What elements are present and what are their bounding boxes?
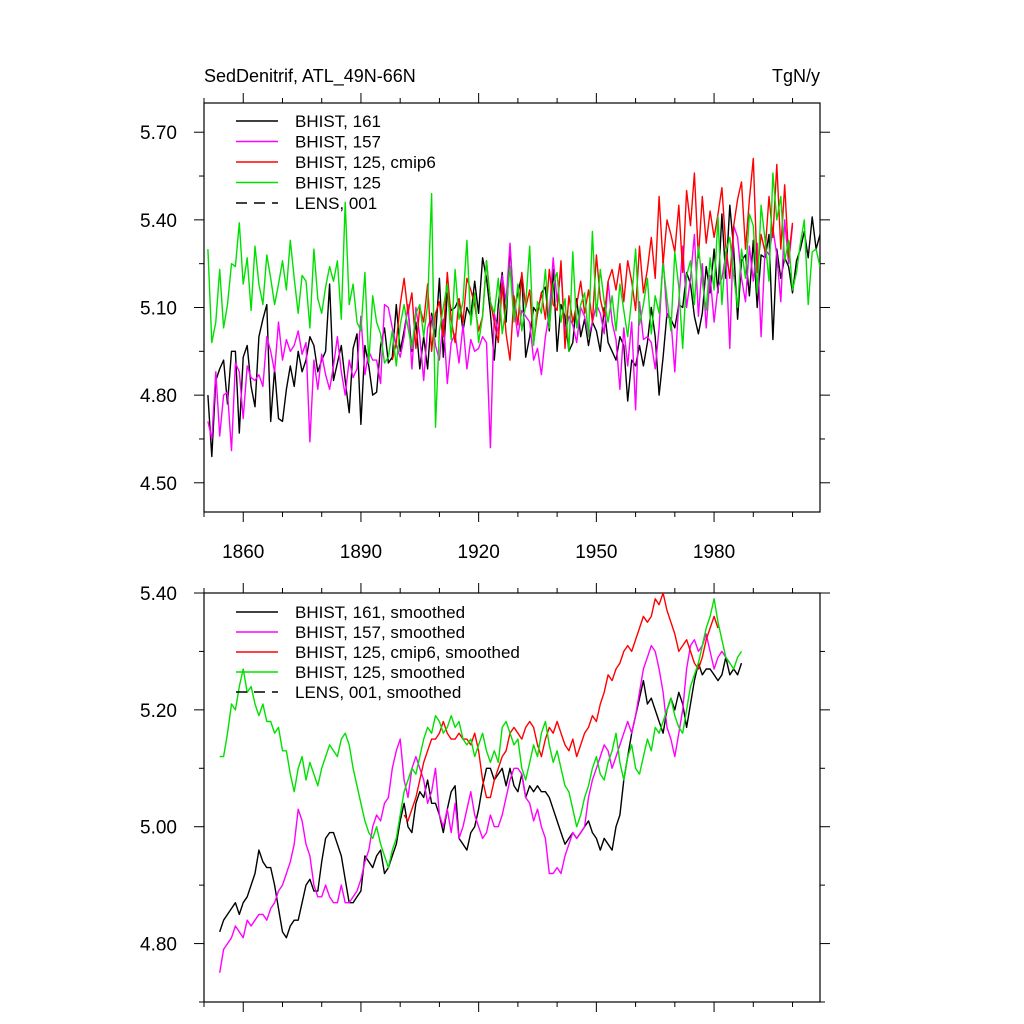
y-tick-label: 5.40 bbox=[140, 211, 177, 232]
x-tick-label: 1920 bbox=[458, 542, 500, 563]
series-line-bhist-125 bbox=[207, 172, 820, 428]
top-panel: 1860 1890 1920 1950 1980 4.50 4.80 5.10 5.40 5.70… bbox=[140, 93, 830, 563]
x-tick-label: 1950 bbox=[575, 542, 617, 563]
legend-label: BHIST, 157, smoothed bbox=[295, 623, 465, 642]
y-tick-label: 5.10 bbox=[140, 299, 177, 320]
series-line-bhist-157-smoothed bbox=[219, 633, 731, 973]
y-tick-label: 4.50 bbox=[140, 474, 177, 495]
series-line-bhist-125-cmip6 bbox=[391, 157, 794, 361]
x-tick-label: 1860 bbox=[222, 542, 264, 563]
series-line-bhist-161-smoothed bbox=[219, 656, 743, 939]
bottom-plot-frame bbox=[203, 592, 821, 1003]
y-tick-label: 4.80 bbox=[140, 386, 177, 407]
bottom-panel: 4.805.005.205.40 BHIST, 161, smoothedBHI… bbox=[140, 583, 830, 1012]
y-tick-label: 5.00 bbox=[140, 818, 177, 839]
chart-title: SedDenitrif, ATL_49N-66N bbox=[204, 66, 416, 87]
y-tick-label: 5.40 bbox=[140, 584, 177, 605]
legend-label: LENS, 001 bbox=[295, 194, 377, 213]
legend-label: BHIST, 161 bbox=[295, 112, 381, 131]
legend-label: LENS, 001, smoothed bbox=[295, 683, 461, 702]
legend-label: BHIST, 125 bbox=[295, 174, 381, 193]
x-tick-label: 1890 bbox=[340, 542, 382, 563]
y-tick-label: 5.70 bbox=[140, 123, 177, 144]
legend-label: BHIST, 125, cmip6, smoothed bbox=[295, 643, 520, 662]
legend-label: BHIST, 157 bbox=[295, 133, 381, 152]
units-label: TgN/y bbox=[772, 66, 820, 86]
y-tick-label: 4.80 bbox=[140, 935, 177, 956]
series-line-bhist-125-smoothed bbox=[219, 598, 743, 869]
y-tick-label: 5.20 bbox=[140, 701, 177, 722]
x-tick-label: 1980 bbox=[693, 542, 735, 563]
legend-label: BHIST, 125, smoothed bbox=[295, 663, 465, 682]
legend-label: BHIST, 161, smoothed bbox=[295, 603, 465, 622]
series-line-bhist-157 bbox=[207, 219, 794, 452]
series-line-bhist-125-cmip6-smoothed bbox=[403, 593, 719, 822]
legend-label: BHIST, 125, cmip6 bbox=[295, 153, 436, 172]
